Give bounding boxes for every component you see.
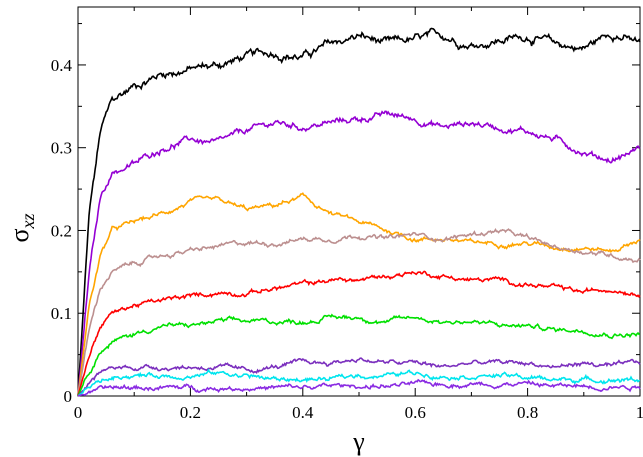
series-line-9 <box>77 378 641 397</box>
series-line-6 <box>77 313 641 397</box>
x-tick-label: 0.2 <box>180 403 201 422</box>
x-tick-label: 0 <box>74 403 83 422</box>
y-axis-label-subscript: xz <box>18 213 38 229</box>
y-tick-label: 0.3 <box>51 139 72 158</box>
y-axis-label: σxz <box>5 213 38 242</box>
y-tick-label: 0.1 <box>51 304 72 323</box>
series-line-8 <box>77 368 641 397</box>
y-tick-label: 0.4 <box>51 56 73 75</box>
x-tick-label: 0.6 <box>405 403 426 422</box>
y-axis-label-symbol: σ <box>5 228 34 242</box>
plot-frame <box>77 6 641 397</box>
x-tick-label: 0.4 <box>292 403 314 422</box>
x-tick-label: 1 <box>636 403 643 422</box>
series-line-2 <box>77 110 641 397</box>
y-tick-label: 0.2 <box>51 221 72 240</box>
series-line-3 <box>77 192 641 397</box>
series-line-7 <box>77 357 641 397</box>
series-line-4 <box>77 227 641 397</box>
series-line-1 <box>77 27 641 397</box>
x-axis-label: γ <box>352 427 365 456</box>
series-layer <box>77 27 641 397</box>
y-tick-label: 0 <box>64 387 73 406</box>
ticks-layer: 0 0.2 0.4 0.6 0.8 1 0 0.1 0.2 0.3 0.4 <box>51 7 643 422</box>
x-tick-label: 0.8 <box>517 403 538 422</box>
series-line-5 <box>77 270 641 397</box>
